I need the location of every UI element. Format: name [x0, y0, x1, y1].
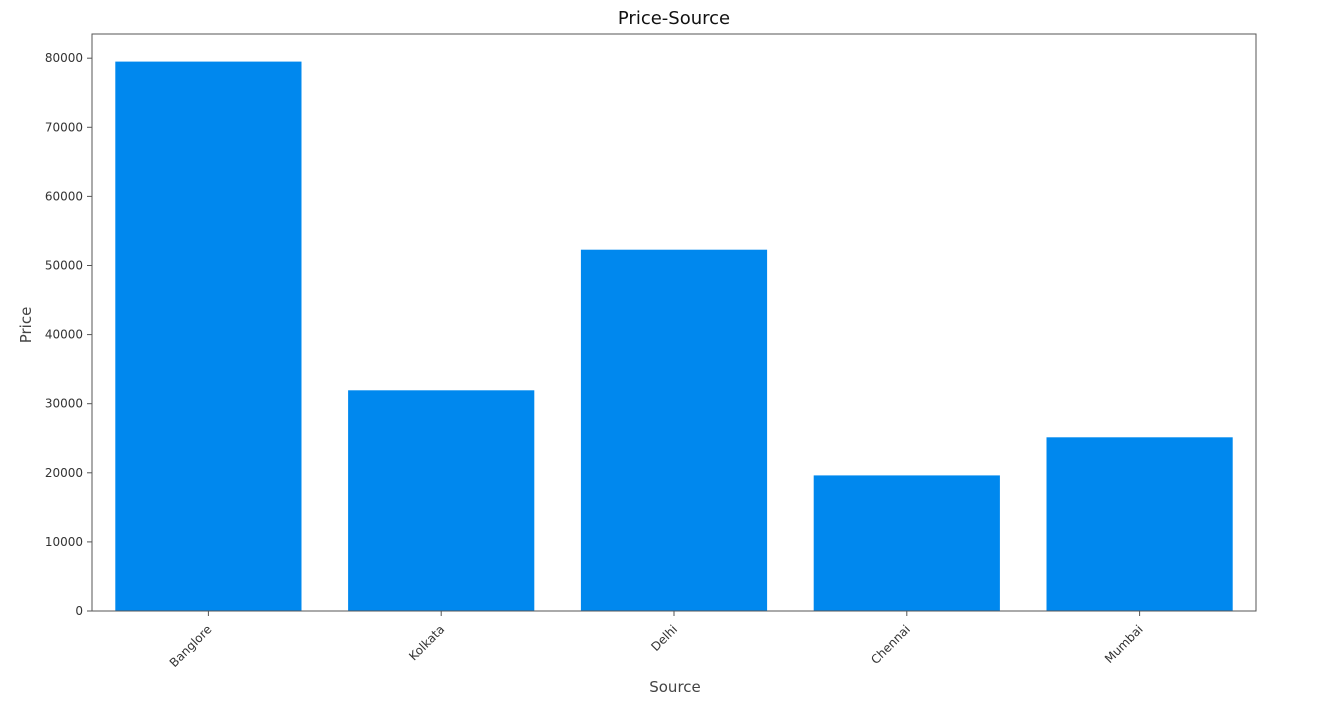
y-tick-label: 20000 — [45, 466, 83, 480]
chart-title: Price-Source — [618, 8, 730, 29]
bar-mumbai — [1046, 437, 1233, 611]
y-axis-title: Price — [17, 307, 35, 344]
bar-delhi — [580, 249, 768, 611]
y-tick-label: 80000 — [45, 51, 83, 65]
plot-area: 0 10000 20000 30000 40000 50000 60000 70000 8000… — [45, 33, 1257, 670]
y-tick-label: 10000 — [45, 535, 83, 549]
bar-chennai — [813, 475, 1000, 611]
y-tick-label: 50000 — [45, 258, 83, 272]
bar-kolkata — [348, 390, 535, 611]
y-tick-label: 60000 — [45, 189, 83, 203]
y-tick-label: 70000 — [45, 120, 83, 134]
y-tick-label: 0 — [75, 604, 83, 618]
bar-banglore — [115, 61, 302, 612]
y-tick-label: 30000 — [45, 397, 83, 411]
y-tick-label: 40000 — [45, 328, 83, 342]
x-axis-title: Source — [649, 678, 701, 696]
